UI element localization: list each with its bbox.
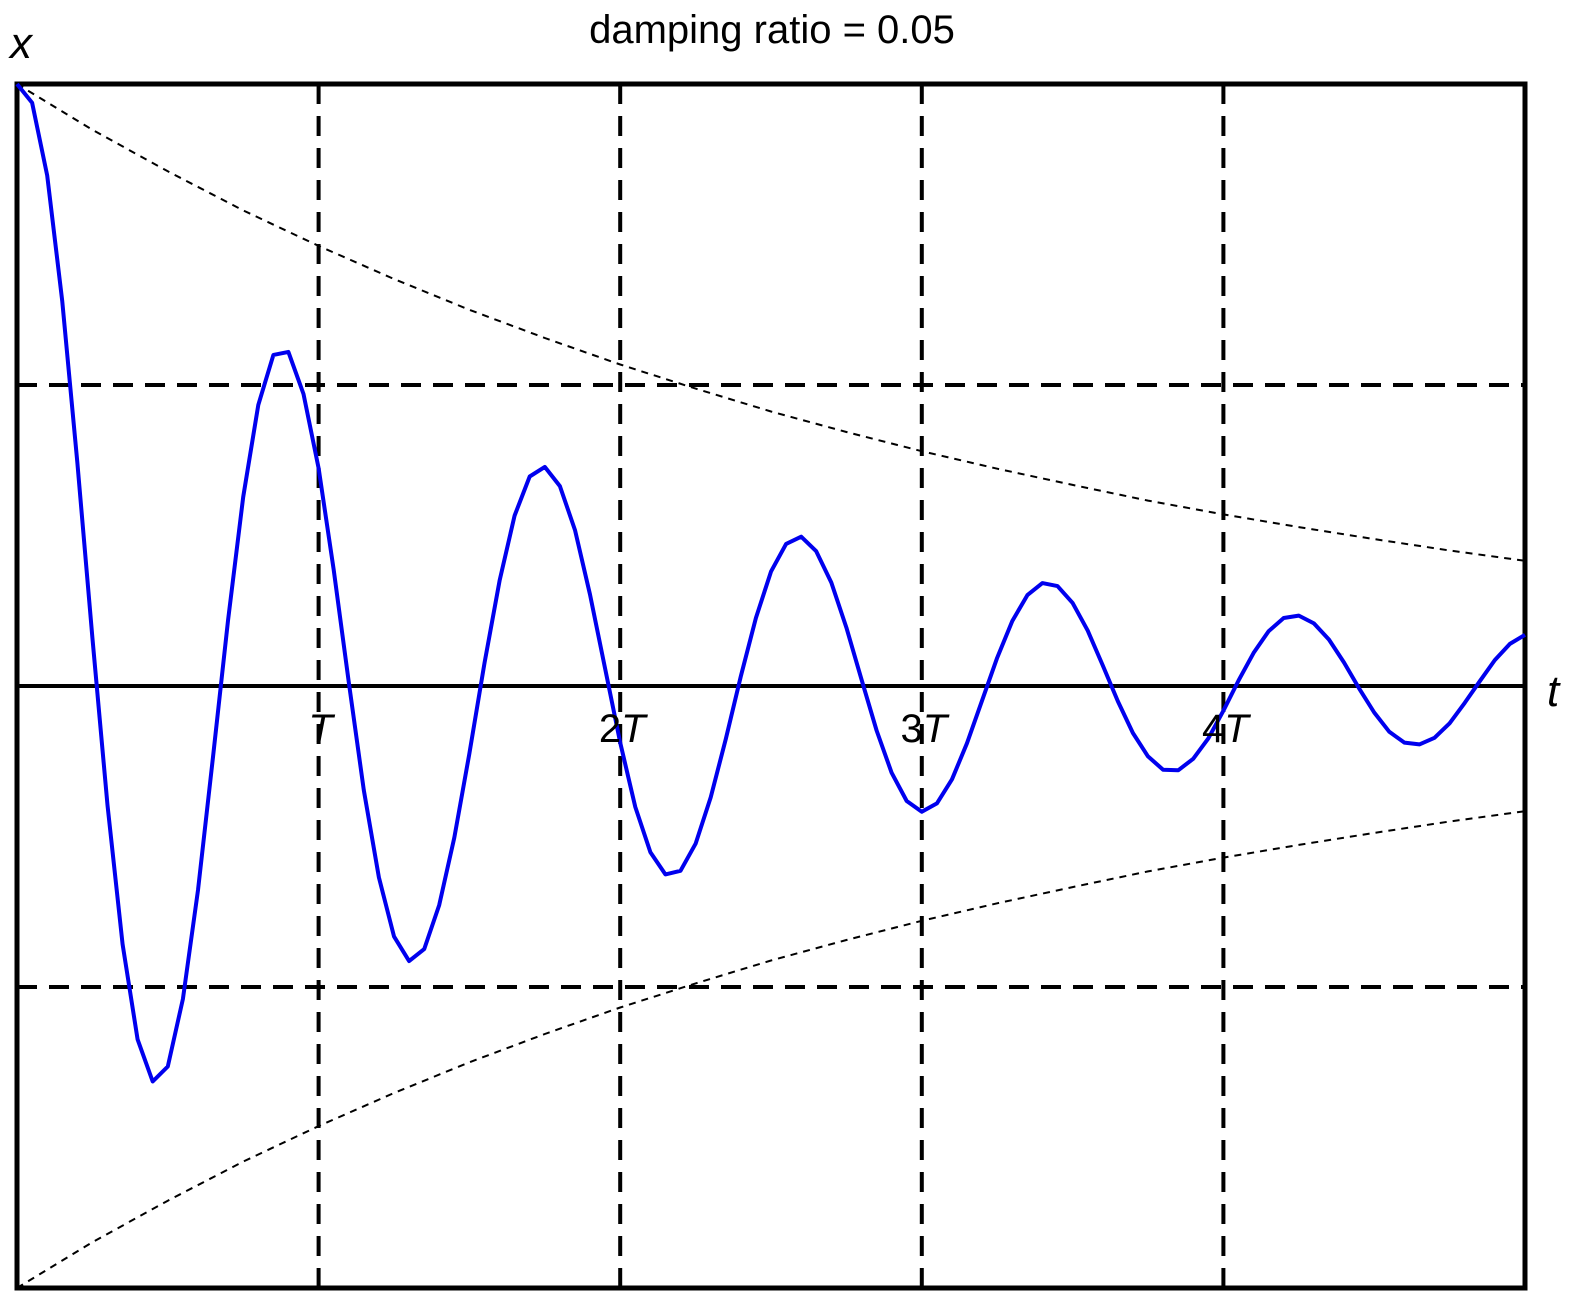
lower-envelope-curve	[16, 810, 1526, 1289]
reference-lines	[17, 84, 1525, 1288]
axes	[14, 81, 1528, 1291]
plot-frame	[14, 81, 1528, 1291]
x-tick-label-2: 2T	[599, 707, 648, 751]
response-curve	[15, 82, 1527, 1084]
y-axis-label: x	[8, 19, 34, 68]
x-tick-multiplier: 3	[900, 707, 922, 751]
x-tick-multiplier: 2	[599, 707, 621, 751]
x-tick-multiplier: 4	[1202, 707, 1224, 751]
x-axis-label: t	[1547, 667, 1561, 716]
chart-title: damping ratio = 0.05	[589, 8, 955, 52]
x-tick-label-1: T	[308, 707, 335, 751]
x-tick-labels: T 2T 3T 4T	[308, 707, 1251, 751]
x-tick-label-3: 3T	[900, 707, 949, 751]
x-tick-period-symbol: T	[621, 707, 648, 751]
upper-envelope-curve	[16, 83, 1526, 562]
envelope-curves	[16, 83, 1526, 1289]
x-tick-label-4: 4T	[1202, 707, 1251, 751]
x-tick-period-symbol: T	[308, 707, 335, 751]
response-curve-layer	[15, 82, 1527, 1084]
x-tick-period-symbol: T	[1224, 707, 1251, 751]
x-tick-period-symbol: T	[923, 707, 950, 751]
